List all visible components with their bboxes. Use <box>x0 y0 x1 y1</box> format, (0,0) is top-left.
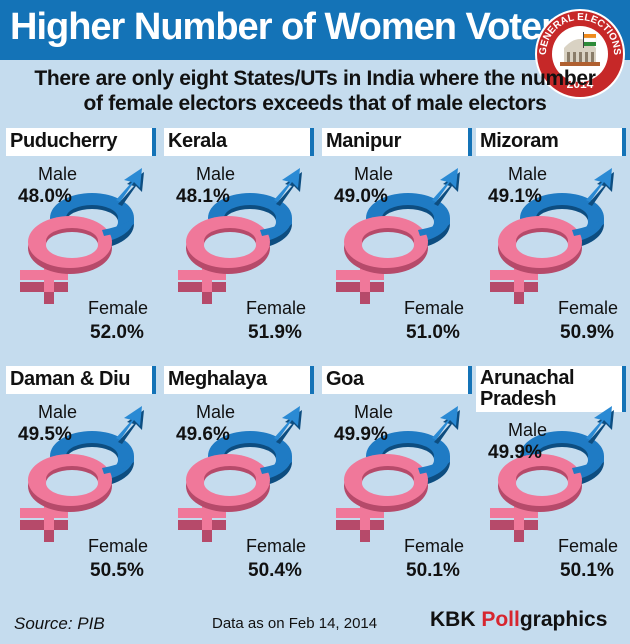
female-label: Female <box>404 536 465 556</box>
state-panel: Puducherry Male 48.0% Female 52.0% <box>6 128 156 368</box>
male-percent: 49.6% <box>176 424 230 445</box>
female-symbol-icon <box>490 454 582 542</box>
male-label: Male <box>196 164 236 184</box>
gender-symbol-icon <box>490 406 614 542</box>
page-title: Higher Number of Women Voters <box>10 6 576 48</box>
female-percent: 50.4% <box>248 560 302 581</box>
female-symbol-icon <box>490 216 582 304</box>
state-name-bar: Puducherry <box>6 128 156 156</box>
state-name-bar: Mizoram <box>476 128 626 156</box>
header-bar: Higher Number of Women Voters <box>0 0 630 60</box>
state-name: Manipur <box>326 130 401 152</box>
female-percent: 52.0% <box>90 322 144 343</box>
male-label: Male <box>508 420 548 440</box>
state-name: Daman & Diu <box>10 368 131 390</box>
male-percent: 48.1% <box>176 186 230 207</box>
female-symbol-icon <box>336 454 428 542</box>
state-name: Arunachal Pradesh <box>480 367 575 410</box>
male-percent: 48.0% <box>18 186 72 207</box>
female-label: Female <box>88 536 149 556</box>
gender-symbol-icon <box>20 406 144 542</box>
female-percent: 51.9% <box>248 322 302 343</box>
state-name-bar: Kerala <box>164 128 314 156</box>
male-label: Male <box>38 164 78 184</box>
state-panel: Manipur Male 49.0% Female 51.0% <box>322 128 472 368</box>
female-label: Female <box>246 298 307 318</box>
brand-credit: KBK Pollgraphics <box>430 608 607 632</box>
gender-symbol-icon <box>20 168 144 304</box>
female-percent: 50.5% <box>90 560 144 581</box>
subtitle: There are only eight States/UTs in India… <box>34 67 596 115</box>
state-name-bar: Daman & Diu <box>6 366 156 394</box>
female-label: Female <box>558 536 619 556</box>
state-name: Mizoram <box>480 130 559 152</box>
state-panel: Meghalaya Male 49.6% Female 50.4% <box>164 366 314 606</box>
female-symbol-icon <box>336 216 428 304</box>
state-name-bar: Goa <box>322 366 472 394</box>
male-label: Male <box>354 402 394 422</box>
state-name-bar: Arunachal Pradesh <box>476 366 626 412</box>
female-symbol-icon <box>178 216 270 304</box>
brand-graphics: graphics <box>519 608 608 631</box>
source-note: Source: PIB <box>14 614 105 633</box>
brand-kbk: KBK <box>430 608 482 631</box>
female-symbol-icon <box>20 216 112 304</box>
male-label: Male <box>508 164 548 184</box>
state-panel: Arunachal Pradesh Male 49.9% Female 50.1% <box>476 366 626 606</box>
state-name: Puducherry <box>10 130 118 152</box>
brand-poll: Poll <box>481 608 520 631</box>
female-label: Female <box>404 298 465 318</box>
female-percent: 50.9% <box>560 322 614 343</box>
state-panel: Kerala Male 48.1% Female 51.9% <box>164 128 314 368</box>
female-percent: 51.0% <box>406 322 460 343</box>
gender-symbol-icon <box>490 168 614 304</box>
male-percent: 49.0% <box>334 186 388 207</box>
male-percent: 49.9% <box>488 442 542 463</box>
female-symbol-icon <box>20 454 112 542</box>
male-percent: 49.1% <box>488 186 542 207</box>
female-percent: 50.1% <box>406 560 460 581</box>
male-label: Male <box>196 402 236 422</box>
male-label: Male <box>38 402 78 422</box>
male-percent: 49.5% <box>18 424 72 445</box>
badge-year: 2014 <box>567 77 594 91</box>
state-name-bar: Manipur <box>322 128 472 156</box>
gender-symbol-icon <box>336 168 460 304</box>
female-label: Female <box>246 536 307 556</box>
gender-symbol-icon <box>178 406 302 542</box>
state-name: Goa <box>326 368 364 390</box>
state-panel: Daman & Diu Male 49.5% Female 50.5% <box>6 366 156 606</box>
date-note: Data as on Feb 14, 2014 <box>212 615 378 632</box>
gender-symbol-icon <box>178 168 302 304</box>
female-percent: 50.1% <box>560 560 614 581</box>
female-label: Female <box>558 298 619 318</box>
female-label: Female <box>88 298 149 318</box>
state-panel: Goa Male 49.9% Female 50.1% <box>322 366 472 606</box>
general-elections-badge: GENERAL ELECTIONS 2014 <box>535 9 625 99</box>
female-symbol-icon <box>178 454 270 542</box>
male-percent: 49.9% <box>334 424 388 445</box>
state-name-bar: Meghalaya <box>164 366 314 394</box>
state-name: Meghalaya <box>168 368 267 390</box>
male-label: Male <box>354 164 394 184</box>
state-name: Kerala <box>168 130 227 152</box>
gender-symbol-icon <box>336 406 460 542</box>
state-panel: Mizoram Male 49.1% Female 50.9% <box>476 128 626 368</box>
